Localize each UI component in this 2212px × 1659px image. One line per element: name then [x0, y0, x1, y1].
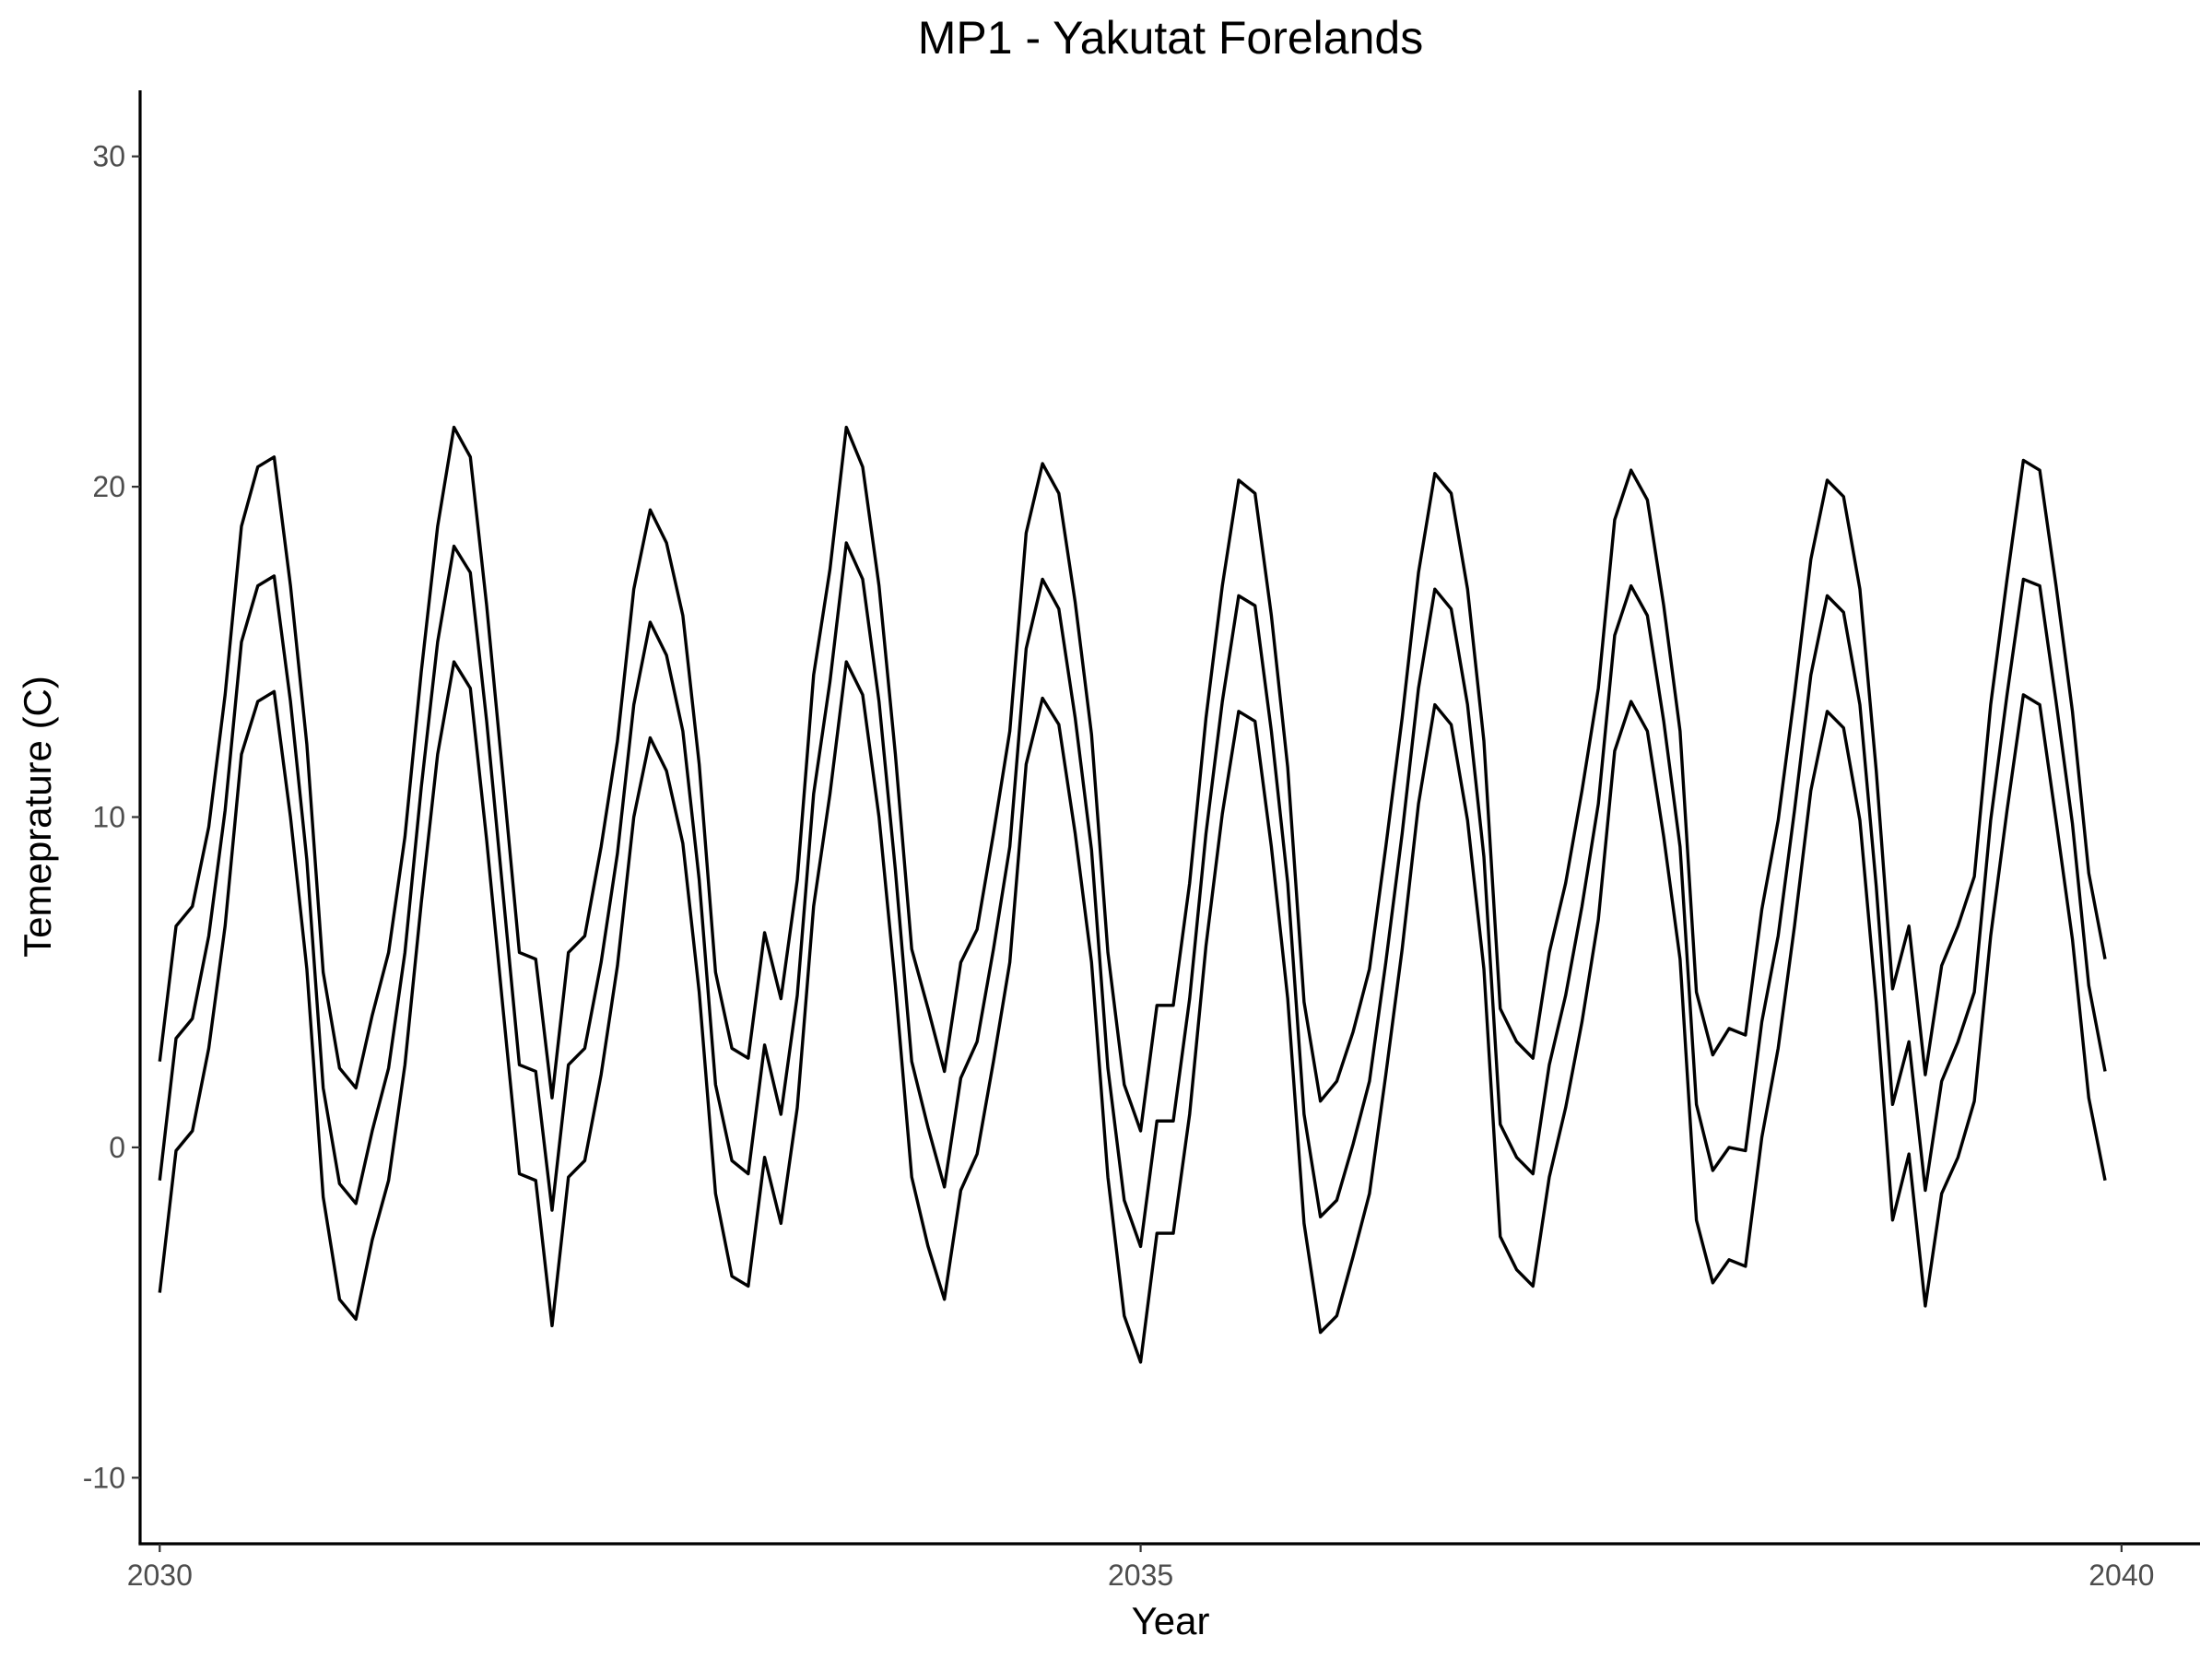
x-tick-label: 2030 — [127, 1559, 193, 1592]
series-line-2 — [158, 541, 2107, 1249]
x-axis-title: Year — [1132, 1599, 1210, 1642]
x-axis: 2030 2035 2040 — [127, 1544, 2154, 1592]
plot-area — [158, 425, 2107, 1364]
y-tick-label: 20 — [92, 470, 125, 503]
y-tick-label: 0 — [109, 1131, 125, 1164]
y-axis: -10 0 10 20 30 — [83, 140, 140, 1494]
x-tick-label: 2040 — [2088, 1559, 2154, 1592]
y-tick-label: 10 — [92, 801, 125, 834]
series-line-1 — [158, 425, 2107, 1133]
series-line-3 — [158, 660, 2107, 1364]
y-tick-label: -10 — [83, 1461, 125, 1494]
x-tick-label: 2035 — [1108, 1559, 1173, 1592]
y-axis-title: Temeprature (C) — [16, 676, 59, 958]
chart-title: MP1 - Yakutat Forelands — [918, 12, 1423, 64]
y-tick-label: 30 — [92, 140, 125, 173]
